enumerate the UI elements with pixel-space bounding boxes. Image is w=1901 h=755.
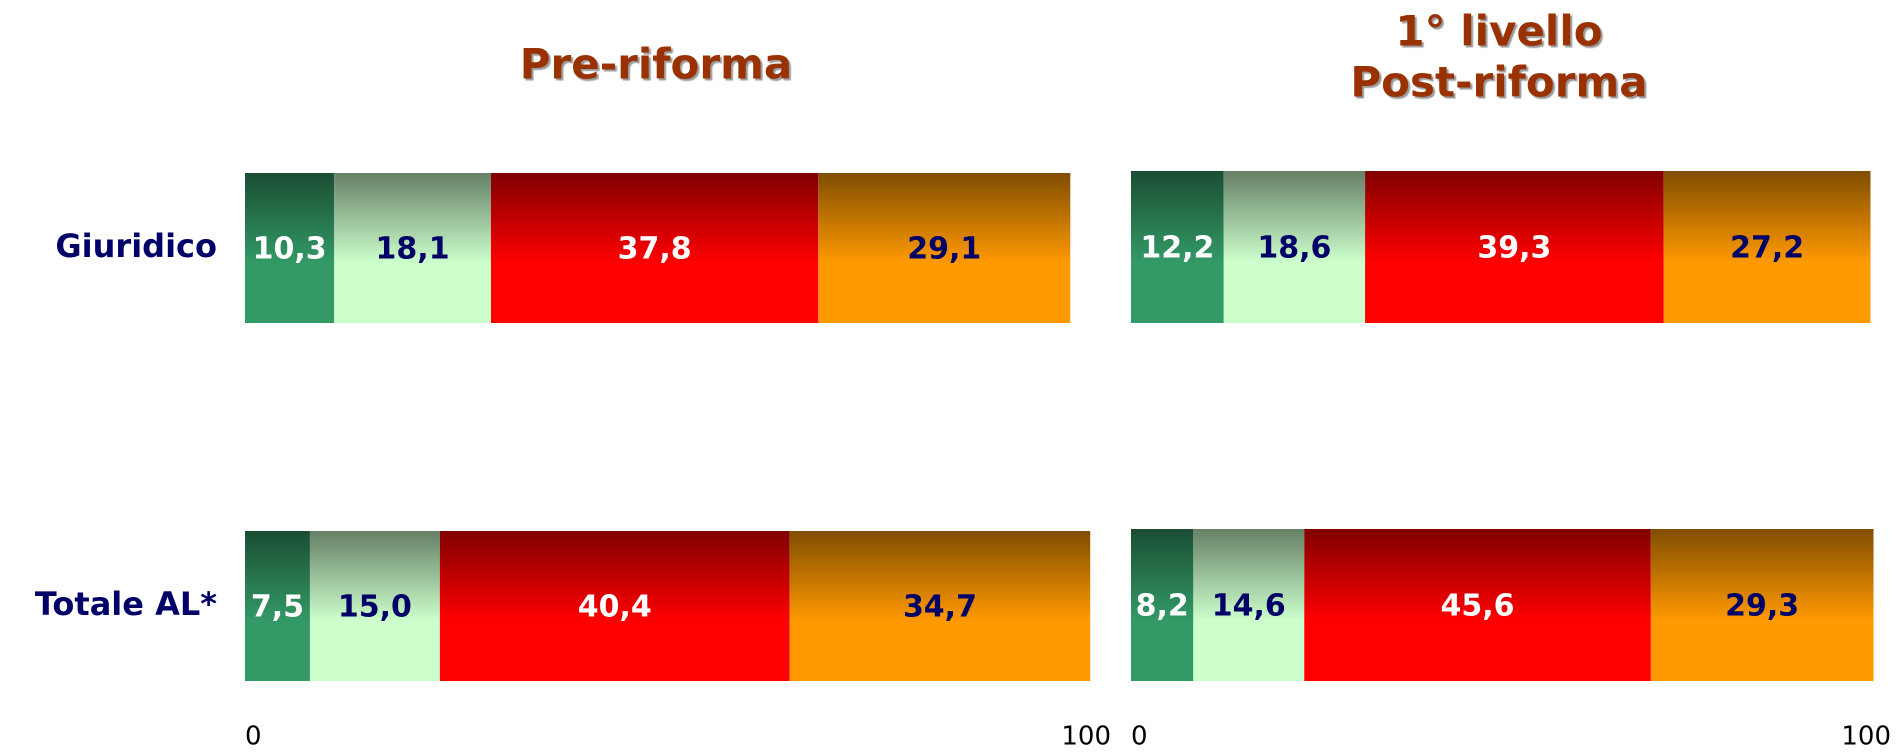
bar-segment bbox=[1650, 529, 1874, 681]
x-tick-label: 0 bbox=[1131, 722, 1148, 752]
value-label: 39,3 bbox=[1477, 231, 1551, 266]
value-label: 18,6 bbox=[1257, 231, 1331, 266]
bar-segment bbox=[334, 173, 491, 323]
x-tick-label: 0 bbox=[245, 722, 262, 752]
bar-segment bbox=[1365, 171, 1664, 323]
bar-segment bbox=[309, 531, 440, 681]
bar-segment bbox=[245, 173, 335, 323]
value-label: 40,4 bbox=[578, 590, 652, 625]
bar-segment bbox=[1223, 171, 1366, 323]
value-label: 7,5 bbox=[251, 590, 304, 625]
bar-segment bbox=[1663, 171, 1871, 323]
value-label: 14,6 bbox=[1212, 589, 1286, 624]
bar-segment bbox=[1193, 529, 1305, 681]
bar-segment bbox=[439, 531, 790, 681]
value-label: 8,2 bbox=[1136, 589, 1189, 624]
bar-segment bbox=[490, 173, 819, 323]
x-tick-label: 100 bbox=[1841, 722, 1891, 752]
chart-title: Pre-riforma bbox=[520, 40, 792, 89]
value-label: 29,3 bbox=[1725, 589, 1799, 624]
bar-segment bbox=[1304, 529, 1651, 681]
x-tick-label: 100 bbox=[1061, 722, 1111, 752]
value-label: 34,7 bbox=[903, 590, 977, 625]
chart-title: Post-riforma bbox=[1350, 58, 1647, 107]
bar-segment bbox=[818, 173, 1071, 323]
value-label: 27,2 bbox=[1730, 231, 1804, 266]
value-label: 12,2 bbox=[1140, 231, 1214, 266]
chart-title: 1° livello bbox=[1395, 7, 1602, 56]
value-label: 37,8 bbox=[618, 232, 692, 267]
value-label: 10,3 bbox=[253, 232, 327, 267]
bar-segment bbox=[1131, 529, 1194, 681]
category-label: Giuridico bbox=[55, 227, 217, 265]
value-label: 15,0 bbox=[338, 590, 412, 625]
category-label: Totale AL* bbox=[35, 585, 217, 623]
bar-segment bbox=[1131, 171, 1224, 323]
value-label: 45,6 bbox=[1441, 589, 1515, 624]
bar-segment bbox=[245, 531, 310, 681]
bar-segment bbox=[789, 531, 1091, 681]
value-label: 18,1 bbox=[376, 232, 450, 267]
value-label: 29,1 bbox=[907, 232, 981, 267]
